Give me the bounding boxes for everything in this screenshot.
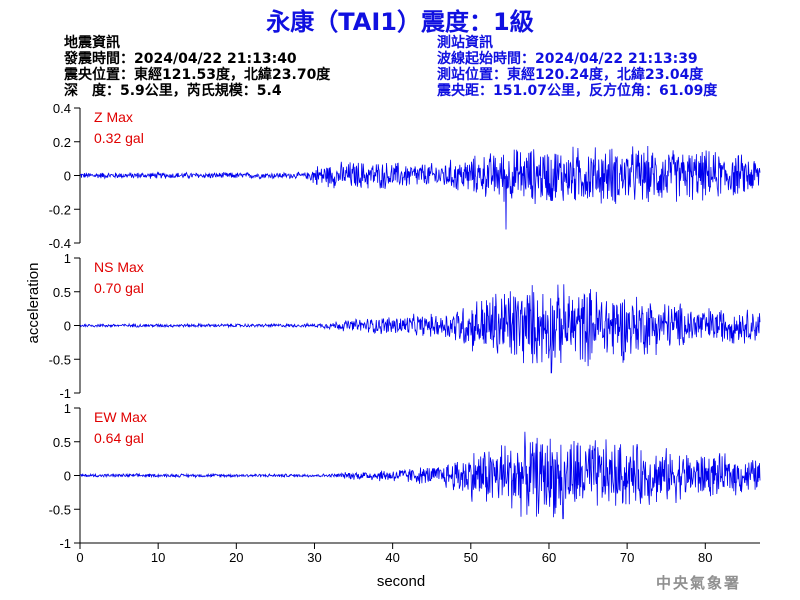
max-value-z: 0.32 gal <box>94 130 144 146</box>
max-title-ew: EW Max <box>94 409 147 425</box>
x-tick-label: 70 <box>620 550 634 565</box>
station-location: 測站位置：東經120.24度，北緯23.04度 <box>437 67 704 83</box>
max-value-ns: 0.70 gal <box>94 280 144 296</box>
x-tick-label: 0 <box>76 550 83 565</box>
depth-magnitude: 深 度：5.9公里，芮氏規模：5.4 <box>64 83 282 99</box>
x-tick-label: 30 <box>307 550 321 565</box>
y-tick-label: 0.4 <box>53 101 71 116</box>
y-tick-label: 0.5 <box>53 435 71 450</box>
y-tick-label: -1 <box>59 386 71 401</box>
y-tick-label: -0.5 <box>49 502 71 517</box>
y-tick-label: 0 <box>64 469 71 484</box>
x-tick-label: 40 <box>385 550 399 565</box>
y-tick-label: -0.5 <box>49 352 71 367</box>
x-tick-label: 80 <box>698 550 712 565</box>
waveform-z <box>79 145 761 230</box>
x-tick-label: 10 <box>151 550 165 565</box>
page-title: 永康（TAI1）震度：1級 <box>266 8 534 36</box>
distance-azimuth: 震央距：151.07公里，反方位角：61.09度 <box>437 83 718 99</box>
max-title-z: Z Max <box>94 109 133 125</box>
waveform-ns <box>79 284 761 374</box>
y-tick-label: 1 <box>64 251 71 266</box>
y-tick-label: -0.4 <box>49 236 71 251</box>
x-tick-label: 60 <box>542 550 556 565</box>
agency-watermark: 中央氣象署 <box>656 574 742 592</box>
y-tick-label: 0.5 <box>53 285 71 300</box>
epicenter-location: 震央位置：東經121.53度，北緯23.70度 <box>64 67 331 83</box>
wave-start-time: 波線起始時間：2024/04/22 21:13:39 <box>437 51 698 67</box>
x-tick-label: 20 <box>229 550 243 565</box>
y-axis-label: acceleration <box>25 263 42 344</box>
x-tick-label: 50 <box>464 550 478 565</box>
event-info-heading: 地震資訊 <box>64 35 120 51</box>
max-title-ns: NS Max <box>94 259 144 275</box>
y-tick-label: 0 <box>64 169 71 184</box>
y-tick-label: 0 <box>64 319 71 334</box>
x-axis-label: second <box>377 573 425 590</box>
y-tick-label: -0.2 <box>49 202 71 217</box>
station-info-block: 測站資訊 波線起始時間：2024/04/22 21:13:39 測站位置：東經1… <box>437 35 717 99</box>
event-info-block: 地震資訊 發震時間：2024/04/22 21:13:40 震央位置：東經121… <box>64 35 330 99</box>
origin-time: 發震時間：2024/04/22 21:13:40 <box>64 51 297 67</box>
y-tick-label: 0.2 <box>53 135 71 150</box>
waveform-ew <box>79 431 761 520</box>
y-tick-label: 1 <box>64 401 71 416</box>
y-tick-label: -1 <box>59 536 71 551</box>
max-value-ew: 0.64 gal <box>94 430 144 446</box>
station-info-heading: 測站資訊 <box>437 35 493 51</box>
